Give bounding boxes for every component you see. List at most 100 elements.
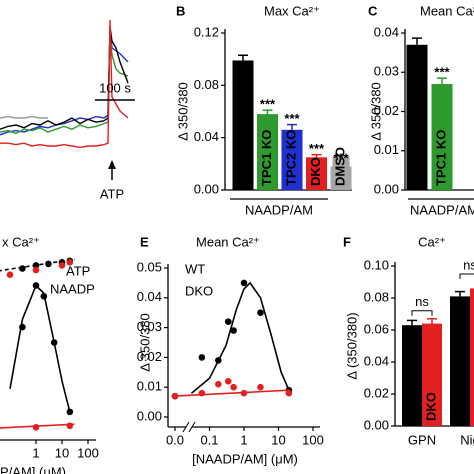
scale-bar-label: 100 s: [99, 80, 131, 95]
point: [257, 309, 264, 317]
x-axis-label: NAADP/AM: [245, 202, 313, 217]
y-tick-label: 0.01: [137, 379, 162, 394]
point: [224, 377, 232, 385]
point: [58, 262, 66, 269]
y-tick-label: 0.00: [374, 181, 399, 196]
bar-label: DKO: [471, 392, 474, 421]
y-tick-label: 0.04: [374, 24, 399, 39]
panel-letter: B: [176, 3, 185, 18]
y-tick-label: 0.02: [137, 349, 162, 364]
x-tick-label: 0.1: [200, 432, 218, 447]
bar: [431, 84, 453, 190]
bar: [402, 325, 422, 426]
y-tick-label: 0.00: [137, 408, 162, 423]
x-axis-label: [NAADP/AM] (μM): [192, 451, 298, 466]
bar-label: WT: [451, 401, 466, 421]
point: [66, 259, 74, 266]
fit-line: [9, 284, 71, 413]
chart-title: x Ca²⁺: [2, 234, 40, 249]
y-axis-label: Δ 350/380: [137, 313, 152, 372]
bar-label: DKO: [308, 157, 323, 186]
point: [45, 260, 52, 268]
trace-line: [0, 33, 129, 135]
curve-label: NAADP: [50, 281, 95, 296]
significance-bracket: [459, 273, 474, 279]
bar-label: WT: [234, 166, 249, 186]
trace-line: [0, 115, 48, 119]
y-tick-label: 0.02: [364, 385, 389, 400]
arrow-head: [108, 160, 116, 169]
bar-label: DKO: [423, 392, 438, 421]
y-tick-label: 0.05: [137, 259, 162, 274]
point: [32, 266, 40, 274]
fit-line: [190, 281, 290, 394]
x-tick-label: GPN: [408, 432, 436, 447]
axis-break: [188, 421, 196, 433]
x-axis-label: NAADP/AM: [410, 202, 474, 217]
y-tick-label: 0.08: [364, 289, 389, 304]
point: [66, 422, 74, 430]
bar: [450, 296, 470, 426]
point: [32, 282, 40, 289]
y-tick-label: 0.00: [364, 417, 389, 432]
x-tick-label: 10: [271, 432, 285, 447]
bar-label: WT: [403, 401, 418, 421]
x-tick-label: 1: [240, 432, 247, 447]
chart-title: Mean Ca²⁺: [420, 3, 474, 18]
point: [224, 318, 232, 325]
legend-label: DKO: [185, 283, 213, 298]
point: [6, 271, 14, 278]
point: [230, 327, 237, 334]
y-tick-label: 0.10: [364, 257, 389, 272]
significance: ***: [309, 141, 325, 156]
y-tick-label: 0.06: [364, 321, 389, 336]
y-tick-label: 0.12: [194, 24, 219, 39]
significance: ns: [463, 257, 474, 272]
significance: ns: [415, 294, 429, 309]
bar: [232, 60, 254, 190]
x-tick-label: 100: [302, 432, 324, 447]
bar-label: TPC1 KO: [433, 130, 448, 186]
chart-title: Ca²⁺: [418, 234, 446, 249]
axis-break: [182, 421, 190, 433]
arrow-label: ATP: [100, 186, 124, 201]
y-tick-label: 0.08: [194, 77, 219, 92]
point: [198, 354, 206, 361]
y-tick-label: 0.04: [194, 129, 219, 144]
point: [40, 292, 48, 300]
point: [171, 392, 179, 400]
fit-line: [0, 423, 75, 429]
significance: ***: [260, 97, 276, 112]
bar: [470, 288, 474, 426]
point: [257, 383, 264, 391]
bar-label: WT: [408, 166, 423, 186]
x-tick-label: 0.0: [166, 432, 184, 447]
y-axis-label: Δ (350/380): [344, 312, 359, 379]
point: [50, 339, 58, 346]
y-tick-label: 0.03: [374, 64, 399, 79]
bar: [422, 323, 442, 426]
panel-letter: F: [343, 234, 351, 249]
y-tick-label: 0.01: [374, 142, 399, 157]
x-tick-label: 10: [55, 445, 69, 460]
bar: [281, 129, 303, 190]
y-tick-label: 0.00: [194, 181, 219, 196]
point: [198, 389, 206, 397]
y-tick-label: 0.03: [137, 319, 162, 334]
point: [285, 389, 293, 397]
point: [240, 279, 248, 287]
fit-line: [174, 389, 289, 397]
label-bg: [332, 156, 350, 188]
significance: ***: [333, 150, 349, 165]
bar-label: TPC2 KO: [283, 130, 298, 186]
point: [32, 262, 40, 269]
bar-label: DMSO: [332, 147, 347, 186]
axis-break-gap: [186, 424, 192, 430]
panel-letter: C: [368, 3, 378, 18]
y-tick-label: 0.02: [374, 103, 399, 118]
trace-line: [0, 26, 129, 130]
bar: [306, 157, 327, 190]
point: [240, 389, 248, 397]
